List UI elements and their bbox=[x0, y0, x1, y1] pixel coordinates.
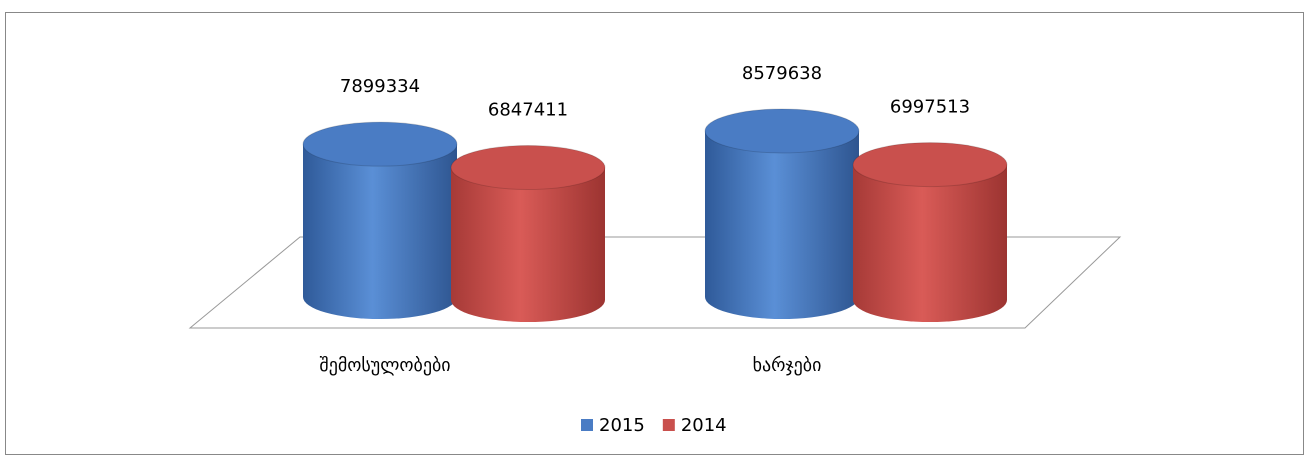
legend-swatch bbox=[581, 419, 593, 431]
cylinder-body bbox=[853, 164, 1007, 322]
data-label: 6997513 bbox=[890, 97, 970, 118]
legend-label: 2015 bbox=[599, 415, 645, 436]
data-label: 8579638 bbox=[742, 63, 822, 84]
cylinder-top bbox=[302, 121, 458, 167]
legend-swatch bbox=[662, 419, 675, 431]
data-label: 6847411 bbox=[488, 100, 568, 121]
cylinder-top bbox=[852, 142, 1008, 188]
cylinder bbox=[704, 108, 860, 319]
cylinder bbox=[852, 142, 1008, 322]
cylinder bbox=[450, 145, 606, 322]
cylinder-top bbox=[450, 145, 606, 191]
x-tick-label: ხარჯები bbox=[753, 355, 822, 376]
data-label: 7899334 bbox=[340, 76, 420, 97]
legend-label: 2014 bbox=[681, 415, 727, 436]
cylinder-body bbox=[303, 144, 457, 319]
cylinder-body bbox=[451, 167, 605, 322]
chart-frame bbox=[5, 12, 1304, 455]
x-tick-label: შემოსულობები bbox=[319, 355, 450, 376]
cylinder-body bbox=[705, 131, 859, 319]
cylinder-top bbox=[704, 108, 860, 154]
cylinder bbox=[302, 121, 458, 319]
